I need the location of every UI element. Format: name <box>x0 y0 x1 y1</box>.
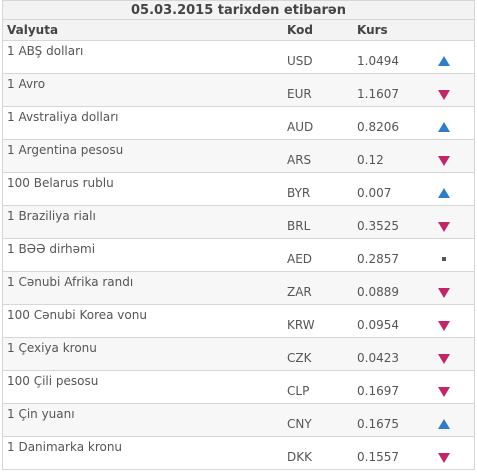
currency-name: 1 Çexiya kronu <box>7 341 97 355</box>
table-row: 1 Cənubi Afrika randı ZAR 0.0889 <box>3 272 474 305</box>
trend-cell <box>435 239 474 271</box>
header-rate: Kurs <box>357 23 388 37</box>
currency-code: BRL <box>287 219 311 233</box>
currency-code: ARS <box>287 153 312 167</box>
currency-code: AED <box>287 252 313 266</box>
triangle-down-icon <box>438 222 450 232</box>
square-dot-icon <box>442 257 446 261</box>
currency-rate: 0.1557 <box>357 450 399 464</box>
triangle-down-icon <box>438 453 450 463</box>
currency-name: 1 Danimarka kronu <box>7 440 123 454</box>
triangle-up-icon <box>438 122 450 132</box>
trend-cell <box>435 173 474 205</box>
trend-cell <box>435 338 474 370</box>
currency-rate: 0.007 <box>357 186 392 200</box>
currency-name: 1 Çin yuanı <box>7 407 75 421</box>
currency-code: CZK <box>287 351 312 365</box>
trend-cell <box>435 272 474 304</box>
currency-rate: 0.0954 <box>357 318 399 332</box>
table-title: 05.03.2015 tarixdən etibarən <box>3 0 474 20</box>
table-row: 100 Çili pesosu CLP 0.1697 <box>3 371 474 404</box>
table-row: 1 Argentina pesosu ARS 0.12 <box>3 140 474 173</box>
currency-name: 1 BƏƏ dirhəmi <box>7 242 96 256</box>
trend-cell <box>435 107 474 139</box>
currency-rate: 0.0423 <box>357 351 399 365</box>
currency-name: 100 Çili pesosu <box>7 374 99 388</box>
currency-name: 100 Cənubi Korea vonu <box>7 308 147 322</box>
currency-name: 1 Avro <box>7 77 46 91</box>
table-header: Valyuta Kod Kurs <box>3 20 474 41</box>
table-row: 1 Danimarka kronu DKK 0.1557 <box>3 437 474 469</box>
trend-cell <box>435 404 474 436</box>
triangle-down-icon <box>438 288 450 298</box>
table-row: 100 Cənubi Korea vonu KRW 0.0954 <box>3 305 474 338</box>
trend-cell <box>435 371 474 403</box>
currency-rate: 0.3525 <box>357 219 399 233</box>
table-row: 1 BƏƏ dirhəmi AED 0.2857 <box>3 239 474 272</box>
currency-code: CLP <box>287 384 310 398</box>
currency-name: 100 Belarus rublu <box>7 176 114 190</box>
triangle-down-icon <box>438 321 450 331</box>
table-row: 1 Braziliya rialı BRL 0.3525 <box>3 206 474 239</box>
triangle-down-icon <box>438 387 450 397</box>
table-row: 1 Avro EUR 1.1607 <box>3 74 474 107</box>
currency-code: DKK <box>287 450 312 464</box>
currency-rate: 1.1607 <box>357 87 399 101</box>
currency-code: AUD <box>287 120 314 134</box>
table-row: 100 Belarus rublu BYR 0.007 <box>3 173 474 206</box>
currency-code: ZAR <box>287 285 312 299</box>
table-body: 1 ABŞ dolları USD 1.0494 1 Avro EUR 1.1607 1 A… <box>3 41 474 469</box>
trend-cell <box>435 140 474 172</box>
table-row: 1 Çexiya kronu CZK 0.0423 <box>3 338 474 371</box>
triangle-up-icon <box>438 419 450 429</box>
currency-rate: 0.8206 <box>357 120 399 134</box>
currency-rate: 0.2857 <box>357 252 399 266</box>
header-trend <box>435 20 474 40</box>
currency-rate: 0.1697 <box>357 384 399 398</box>
currency-name: 1 Cənubi Afrika randı <box>7 275 134 289</box>
currency-name: 1 Avstraliya dolları <box>7 110 119 124</box>
triangle-up-icon <box>438 56 450 66</box>
currency-code: USD <box>287 54 313 68</box>
table-row: 1 Çin yuanı CNY 0.1675 <box>3 404 474 437</box>
triangle-up-icon <box>438 188 450 198</box>
currency-code: CNY <box>287 417 312 431</box>
currency-name: 1 ABŞ dolları <box>7 44 84 58</box>
currency-code: BYR <box>287 186 311 200</box>
triangle-down-icon <box>438 354 450 364</box>
trend-cell <box>435 74 474 106</box>
header-currency: Valyuta <box>7 23 59 37</box>
triangle-down-icon <box>438 156 450 166</box>
currency-name: 1 Braziliya rialı <box>7 209 96 223</box>
currency-code: KRW <box>287 318 315 332</box>
trend-cell <box>435 437 474 469</box>
trend-cell <box>435 41 474 73</box>
currency-rate: 0.0889 <box>357 285 399 299</box>
currency-name: 1 Argentina pesosu <box>7 143 124 157</box>
currency-rate: 0.12 <box>357 153 384 167</box>
header-code: Kod <box>287 23 313 37</box>
currency-code: EUR <box>287 87 312 101</box>
currency-rate: 1.0494 <box>357 54 399 68</box>
triangle-down-icon <box>438 90 450 100</box>
currency-rate: 0.1675 <box>357 417 399 431</box>
table-row: 1 ABŞ dolları USD 1.0494 <box>3 41 474 74</box>
trend-cell <box>435 206 474 238</box>
table-row: 1 Avstraliya dolları AUD 0.8206 <box>3 107 474 140</box>
trend-cell <box>435 305 474 337</box>
